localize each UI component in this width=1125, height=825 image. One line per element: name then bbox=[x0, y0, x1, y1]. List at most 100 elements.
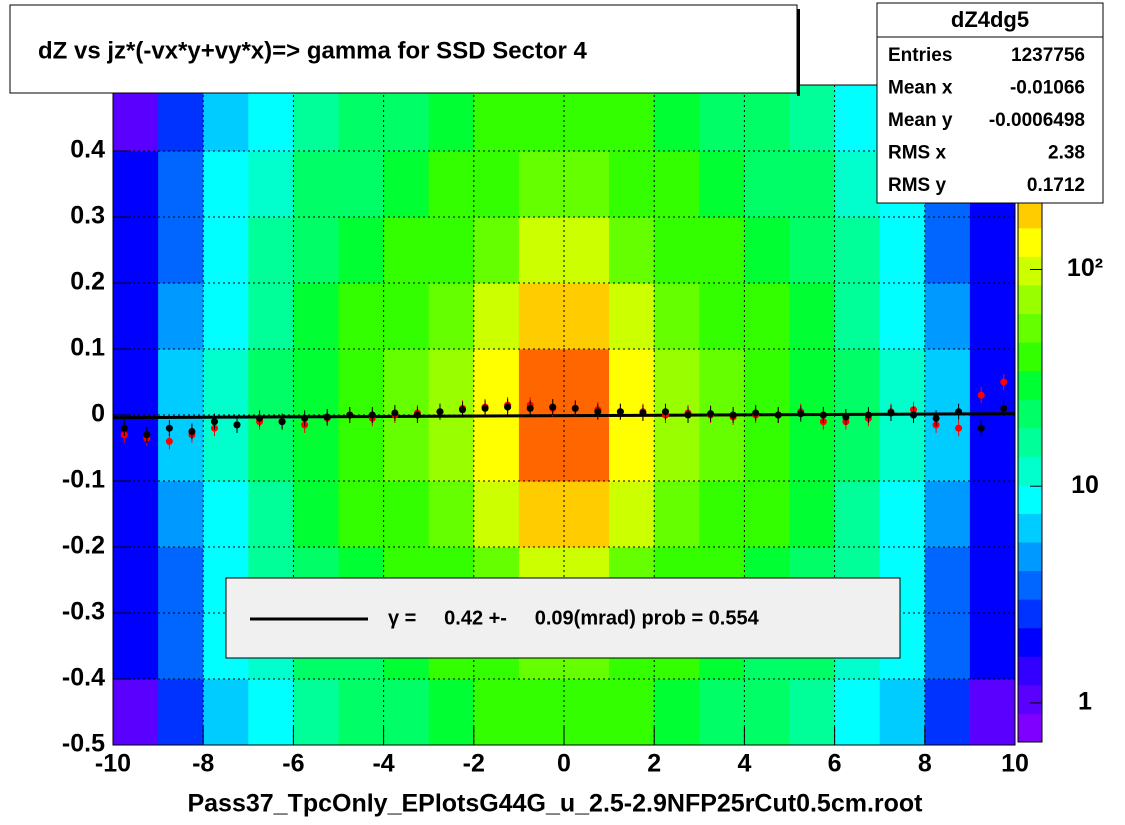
heatmap-cell bbox=[654, 481, 700, 548]
profile-point bbox=[729, 411, 737, 419]
y-tick-label: -0.2 bbox=[62, 532, 105, 560]
heatmap-cell bbox=[158, 151, 204, 218]
stats-label: RMS x bbox=[888, 143, 947, 164]
profile-point bbox=[571, 404, 579, 412]
x-tick-label: -6 bbox=[282, 750, 304, 778]
heatmap-cell bbox=[428, 679, 475, 746]
heatmap-cell bbox=[113, 481, 159, 548]
colorbar-step bbox=[1018, 513, 1042, 543]
heatmap-cell bbox=[609, 283, 655, 350]
heatmap-cell bbox=[699, 349, 745, 416]
heatmap-cell bbox=[789, 481, 836, 548]
y-tick-label: -0.4 bbox=[62, 664, 105, 692]
heatmap-cell bbox=[969, 481, 1016, 548]
heatmap-cell bbox=[879, 283, 926, 350]
heatmap-cell bbox=[113, 679, 159, 746]
heatmap-cell bbox=[428, 217, 475, 284]
heatmap-cell bbox=[744, 349, 790, 416]
profile-point bbox=[819, 411, 827, 419]
heatmap-cell bbox=[924, 349, 971, 416]
heatmap-cell bbox=[338, 85, 385, 152]
heatmap-cell bbox=[969, 679, 1016, 746]
heatmap-cell bbox=[248, 85, 294, 152]
profile-point bbox=[1000, 378, 1008, 386]
colorbar-step bbox=[1018, 199, 1042, 229]
y-tick-label: -0.1 bbox=[62, 466, 105, 494]
profile-point bbox=[661, 408, 669, 416]
colorbar-step bbox=[1018, 313, 1042, 343]
heatmap-cell bbox=[699, 283, 745, 350]
heatmap-cell bbox=[293, 349, 339, 416]
stats-value: 1237756 bbox=[1011, 45, 1085, 66]
heatmap-cell bbox=[203, 283, 249, 350]
profile-point bbox=[932, 414, 940, 422]
heatmap-cell bbox=[158, 679, 204, 746]
profile-point bbox=[526, 404, 534, 412]
heatmap-cell bbox=[158, 85, 204, 152]
heatmap-cell bbox=[654, 85, 700, 152]
profile-point bbox=[707, 410, 715, 418]
heatmap-cell bbox=[428, 349, 475, 416]
colorbar-step bbox=[1018, 599, 1042, 629]
heatmap-cell bbox=[789, 85, 836, 152]
x-tick-label: 6 bbox=[828, 750, 842, 778]
heatmap-cell bbox=[969, 613, 1016, 680]
heatmap-cell bbox=[428, 85, 475, 152]
profile-point bbox=[143, 431, 151, 439]
profile-point bbox=[165, 437, 173, 445]
heatmap-cell bbox=[744, 151, 790, 218]
profile-point bbox=[368, 411, 376, 419]
colorbar-step bbox=[1018, 627, 1042, 657]
profile-point bbox=[256, 414, 264, 422]
profile-point bbox=[346, 411, 354, 419]
y-tick-label: 0.4 bbox=[70, 136, 105, 164]
heatmap-cell bbox=[383, 217, 430, 284]
heatmap-cell bbox=[564, 679, 610, 746]
heatmap-cell bbox=[834, 217, 881, 284]
profile-point bbox=[616, 408, 624, 416]
heatmap-cell bbox=[248, 481, 294, 548]
heatmap-cell bbox=[789, 151, 836, 218]
heatmap-cell bbox=[473, 85, 520, 152]
x-tick-label: 8 bbox=[918, 750, 932, 778]
heatmap-cell bbox=[879, 217, 926, 284]
heatmap-cell bbox=[248, 217, 294, 284]
y-tick-label: 0 bbox=[91, 400, 105, 428]
heatmap-cell bbox=[203, 415, 249, 482]
heatmap-cell bbox=[518, 415, 565, 482]
profile-point bbox=[797, 410, 805, 418]
profile-point bbox=[955, 424, 963, 432]
heatmap-cell bbox=[744, 679, 790, 746]
heatmap-cell bbox=[969, 283, 1016, 350]
heatmap-cell bbox=[924, 547, 971, 614]
stats-value: 0.1712 bbox=[1027, 175, 1085, 196]
heatmap-cell bbox=[744, 415, 790, 482]
profile-point bbox=[910, 411, 918, 419]
y-tick-label: 0.1 bbox=[70, 334, 105, 362]
colorbar-step bbox=[1018, 256, 1042, 286]
heatmap-cell bbox=[203, 481, 249, 548]
heatmap-cell bbox=[113, 613, 159, 680]
heatmap-cell bbox=[564, 481, 610, 548]
profile-point bbox=[774, 411, 782, 419]
fit-line bbox=[112, 412, 1016, 420]
heatmap-cell bbox=[518, 481, 565, 548]
title-shadow bbox=[797, 9, 800, 96]
stats-value: -0.01066 bbox=[1010, 78, 1085, 99]
profile-point bbox=[977, 391, 985, 399]
heatmap-cell bbox=[609, 85, 655, 152]
heatmap-cell bbox=[834, 415, 881, 482]
heatmap-cell bbox=[789, 679, 836, 746]
colorbar-step bbox=[1018, 284, 1042, 315]
heatmap-cell bbox=[383, 151, 430, 218]
colorbar-step bbox=[1018, 656, 1042, 686]
heatmap-cell bbox=[338, 481, 385, 548]
heatmap-cell bbox=[113, 547, 159, 614]
heatmap-cell bbox=[248, 679, 294, 746]
stats-label: RMS y bbox=[888, 175, 947, 196]
chart-title: dZ vs jz*(-vx*y+vy*x)=> gamma for SSD Se… bbox=[38, 37, 588, 64]
heatmap-cell bbox=[699, 85, 745, 152]
profile-point bbox=[955, 408, 963, 416]
heatmap-cell bbox=[518, 85, 565, 152]
